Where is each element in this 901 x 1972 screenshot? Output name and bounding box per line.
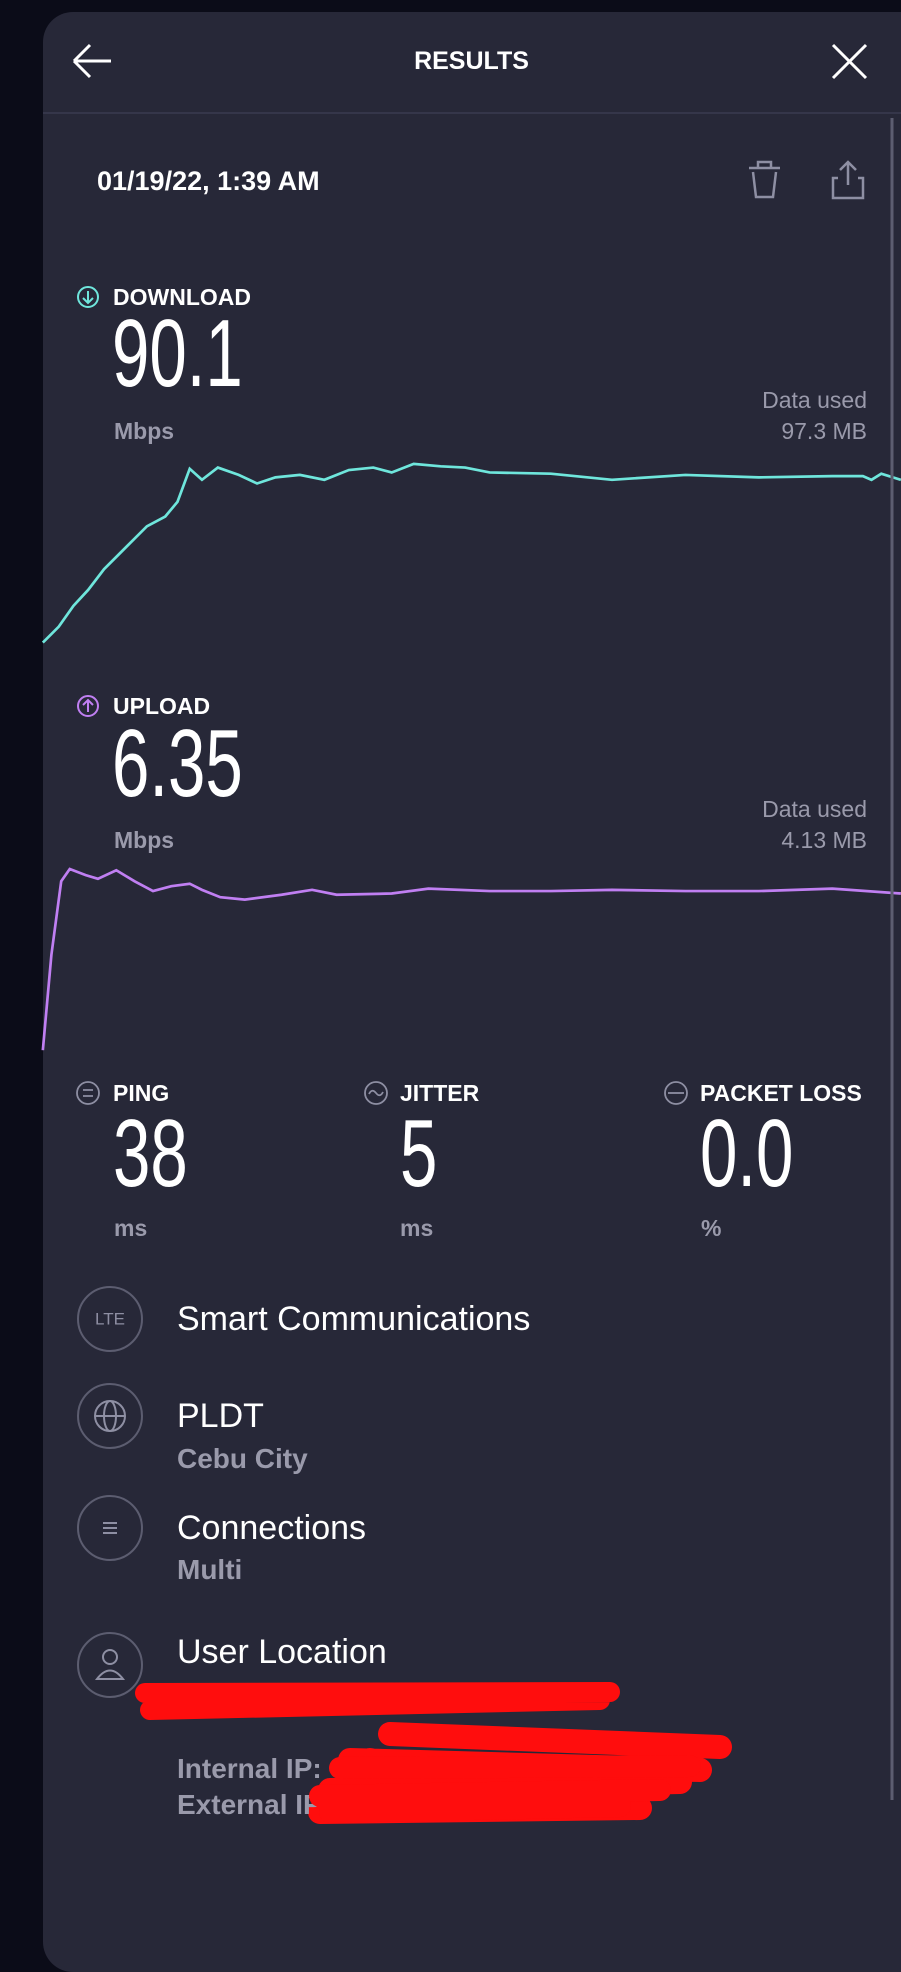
results-panel <box>43 12 901 1972</box>
download-icon <box>77 286 99 308</box>
jitter-value: 5 <box>400 1100 438 1207</box>
delete-button[interactable] <box>749 160 780 199</box>
upload-graph <box>41 867 901 1051</box>
connections-mode: Multi <box>177 1554 243 1585</box>
upload-data-used: 4.13 MB <box>781 827 867 853</box>
packet-loss-label: PACKET LOSS <box>700 1080 862 1106</box>
carrier: Smart Communications <box>177 1300 531 1338</box>
screen: RESULTS 01/19/22, 1:39 AM DOWNLOAD 90.1 … <box>41 12 901 1972</box>
share-button[interactable] <box>831 160 865 200</box>
download-value: 90.1 <box>112 300 243 407</box>
close-button[interactable] <box>831 43 868 80</box>
internal-ip: Internal IP: <box>177 1753 322 1784</box>
download-label: DOWNLOAD <box>113 284 251 310</box>
ping-value: 38 <box>113 1100 188 1207</box>
ping-unit: ms <box>114 1215 148 1241</box>
test-date: 01/19/22, 1:39 AM <box>97 166 320 196</box>
speed-graphs <box>41 462 901 1051</box>
info-icons <box>77 1286 143 1698</box>
server-location: Cebu City <box>177 1443 308 1474</box>
connections: Connections <box>177 1509 367 1547</box>
download-graph <box>41 462 901 644</box>
jitter-unit: ms <box>400 1215 434 1241</box>
server: PLDT <box>177 1397 264 1435</box>
jitter-label: JITTER <box>400 1080 480 1106</box>
upload-data-label: Data used <box>762 796 867 822</box>
download-data-used: 97.3 MB <box>781 418 867 444</box>
download-arrow <box>82 291 94 305</box>
back-button[interactable] <box>72 43 111 79</box>
lte-icon-text: LTE <box>95 1309 125 1329</box>
packet-loss-unit: % <box>701 1215 722 1241</box>
download-data-label: Data used <box>762 387 867 413</box>
user-location: User Location <box>177 1633 387 1671</box>
metric-icons <box>76 1081 688 1105</box>
packet-loss-value: 0.0 <box>700 1100 794 1207</box>
upload-label: UPLOAD <box>113 693 211 719</box>
external-ip: External IP <box>177 1789 322 1820</box>
upload-icon <box>77 695 99 717</box>
header-title: RESULTS <box>414 47 529 75</box>
download-unit: Mbps <box>114 418 175 444</box>
upload-unit: Mbps <box>114 827 175 853</box>
upload-arrow <box>82 698 94 712</box>
upload-value: 6.35 <box>112 710 243 817</box>
ping-label: PING <box>113 1080 170 1106</box>
